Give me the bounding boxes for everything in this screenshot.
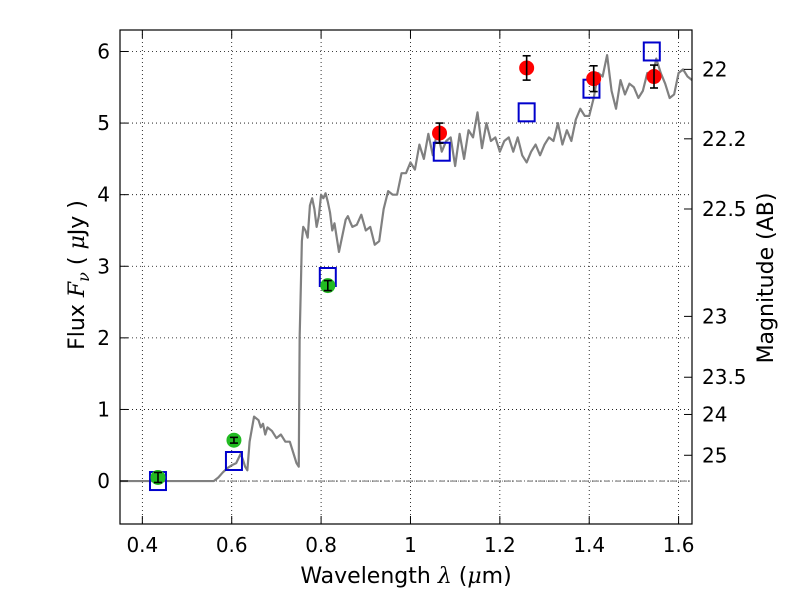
y2-tick-label: 23 — [702, 304, 727, 328]
y2-tick-label: 22.2 — [702, 127, 747, 151]
axis-ticks: 0.4 0.6 0.8 1 1.2 1.4 1.601234562222.222.52323… — [97, 30, 747, 557]
x-tick-label: 0.6 — [216, 533, 248, 557]
model-photometry-square — [224, 450, 243, 471]
x-tick-label: 1 — [404, 533, 417, 557]
y-tick-label: 2 — [97, 326, 110, 350]
x-tick-label: 0.8 — [305, 533, 337, 557]
y-axis-label: Flux Fν ( μJy ) — [65, 200, 93, 350]
x-tick-label: 1.6 — [663, 533, 695, 557]
y-tick-label: 0 — [97, 469, 110, 493]
model-photometry-square — [642, 41, 661, 62]
plot-frame — [119, 29, 693, 525]
spectrum-line — [120, 53, 693, 483]
y-tick-label: 1 — [97, 397, 110, 421]
y2-axis-label: Magnitude (AB) — [754, 193, 779, 364]
y-tick-label: 5 — [97, 111, 110, 135]
y2-tick-label: 23.5 — [702, 365, 747, 389]
x-tick-label: 1.4 — [573, 533, 605, 557]
y2-tick-label: 24 — [702, 402, 727, 426]
plot-series — [120, 41, 693, 492]
y2-tick-label: 25 — [702, 443, 727, 467]
x-tick-label: 1.2 — [484, 533, 516, 557]
y-tick-label: 4 — [97, 183, 110, 207]
y-tick-label: 6 — [97, 39, 110, 63]
grid — [120, 30, 692, 524]
y-tick-label: 3 — [97, 254, 110, 278]
y2-tick-label: 22.5 — [702, 197, 747, 221]
y2-tick-label: 22 — [702, 57, 727, 81]
x-axis-label: Wavelength λ (μm) — [300, 564, 511, 589]
model-photometry-square — [517, 102, 536, 123]
x-tick-label: 0.4 — [126, 533, 158, 557]
